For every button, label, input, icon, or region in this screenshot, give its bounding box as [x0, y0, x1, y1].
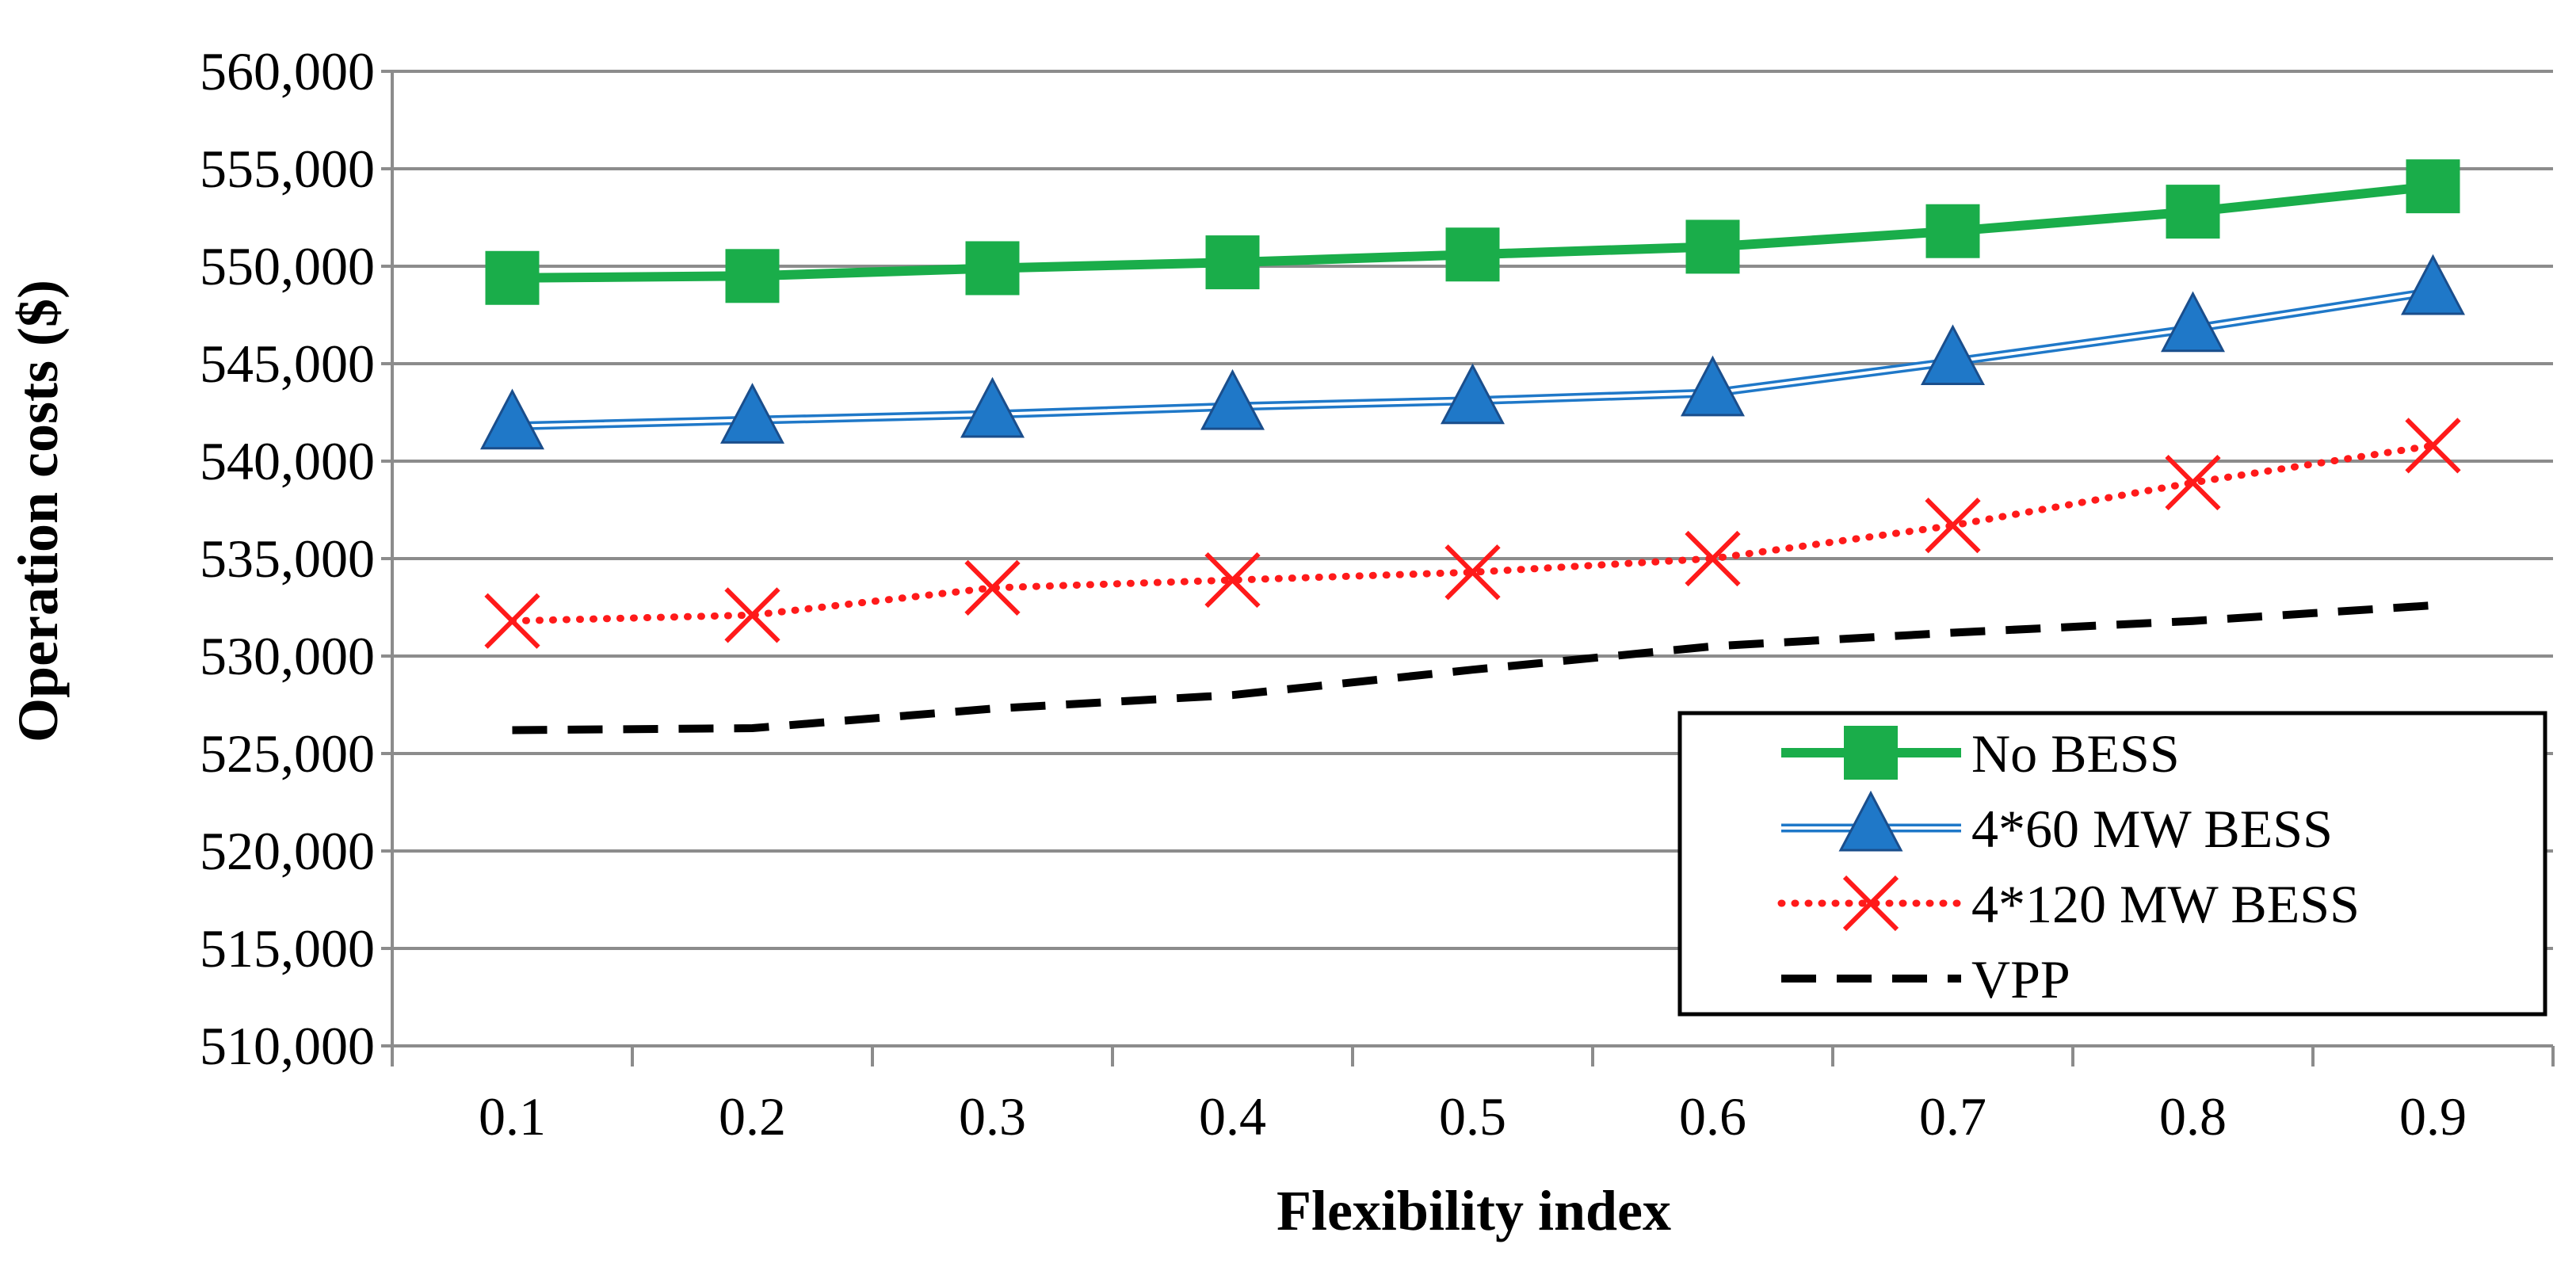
legend-item-vpp: VPP — [1781, 949, 2070, 1009]
data-point — [2161, 291, 2225, 353]
data-point — [1685, 530, 1741, 587]
x-marker-stroke — [964, 559, 1021, 616]
legend-swatch-marker — [1842, 875, 1899, 932]
x-tick-label: 0.1 — [479, 1086, 546, 1147]
data-point — [965, 241, 1020, 296]
data-point — [1445, 227, 1500, 282]
y-tick-labels: 510,000 515,000 520,000 525,000 530,000 535,0… — [200, 41, 375, 1076]
data-point — [1205, 235, 1260, 290]
x-marker-stroke — [2165, 454, 2221, 511]
legend-swatch-marker — [1838, 790, 1903, 852]
data-point — [2165, 454, 2221, 511]
y-tick-label: 510,000 — [200, 1016, 375, 1076]
legend-swatch-marker — [1844, 726, 1898, 780]
gridlines — [392, 70, 2553, 950]
series-line — [509, 441, 2437, 625]
data-point — [2406, 159, 2460, 214]
x-axis-title: Flexibility index — [1277, 1179, 1671, 1242]
legend-item-no-bess: No BESS — [1781, 723, 2180, 784]
x-tick-labels: 0.1 0.2 0.3 0.4 0.5 0.6 0.7 0.8 0.9 — [479, 1086, 2467, 1147]
y-tick-label: 540,000 — [200, 431, 375, 491]
y-tick-label: 545,000 — [200, 334, 375, 394]
series-4-120-mw-bess — [484, 418, 2461, 649]
x-marker-stroke — [1842, 875, 1899, 932]
data-point — [1204, 551, 1261, 609]
legend-label: 4*60 MW BESS — [1971, 799, 2333, 859]
y-tick-label: 530,000 — [200, 626, 375, 686]
legend-item-4-120-mw-bess: 4*120 MW BESS — [1777, 874, 2360, 934]
x-marker-stroke — [1204, 551, 1261, 609]
data-point — [725, 249, 780, 303]
x-tick-label: 0.4 — [1199, 1086, 1266, 1147]
x-tick-label: 0.6 — [1679, 1086, 1746, 1147]
x-tick-label: 0.3 — [959, 1086, 1026, 1147]
data-point — [724, 587, 780, 643]
data-point — [2401, 254, 2465, 315]
data-point — [1444, 544, 1501, 601]
x-tick-label: 0.8 — [2159, 1086, 2227, 1147]
legend-label: No BESS — [1971, 723, 2180, 784]
data-point — [480, 388, 544, 450]
series-4-60-mw-bess — [480, 254, 2465, 450]
x-tick-label: 0.5 — [1439, 1086, 1506, 1147]
data-point — [1685, 219, 1740, 274]
data-point — [1681, 355, 1745, 417]
y-tick-label: 560,000 — [200, 41, 375, 101]
y-tick-label: 555,000 — [200, 139, 375, 199]
x-marker-stroke — [484, 593, 540, 649]
y-tick-label: 550,000 — [200, 236, 375, 296]
y-tick-label: 525,000 — [200, 723, 375, 784]
series-no-bess — [485, 159, 2460, 305]
x-marker-stroke — [1925, 498, 1981, 554]
y-tick-label: 515,000 — [200, 918, 375, 979]
legend-box — [1677, 711, 2547, 1017]
x-tick-label: 0.9 — [2399, 1086, 2467, 1147]
x-tick-label: 0.7 — [1919, 1086, 1986, 1147]
data-point — [2166, 185, 2220, 239]
data-point — [720, 383, 784, 444]
legend-label: 4*120 MW BESS — [1971, 874, 2360, 934]
data-point — [960, 376, 1025, 438]
axes — [381, 70, 2555, 1066]
data-point — [1441, 363, 1505, 425]
series-line — [512, 601, 2433, 735]
series-vpp — [512, 601, 2433, 735]
data-point — [964, 559, 1021, 616]
y-tick-label: 520,000 — [200, 821, 375, 881]
data-point — [1921, 324, 1985, 386]
x-tick-label: 0.2 — [719, 1086, 786, 1147]
legend: No BESS 4*60 MW BESS 4*120 MW BESS VPP — [1677, 711, 2547, 1017]
data-point — [2405, 418, 2461, 474]
x-marker-stroke — [2405, 418, 2461, 474]
x-marker-stroke — [724, 587, 780, 643]
x-marker-stroke — [1444, 544, 1501, 601]
data-point — [1925, 204, 1980, 258]
legend-label: VPP — [1971, 949, 2070, 1009]
y-tick-label: 535,000 — [200, 528, 375, 589]
data-point — [484, 593, 540, 649]
data-point — [1925, 498, 1981, 554]
x-marker-stroke — [1685, 530, 1741, 587]
data-point — [1200, 368, 1265, 430]
series-group — [480, 159, 2465, 735]
legend-item-4-60-mw-bess: 4*60 MW BESS — [1781, 790, 2333, 859]
y-axis-title: Operation costs ($) — [6, 280, 70, 742]
data-point — [485, 250, 540, 305]
